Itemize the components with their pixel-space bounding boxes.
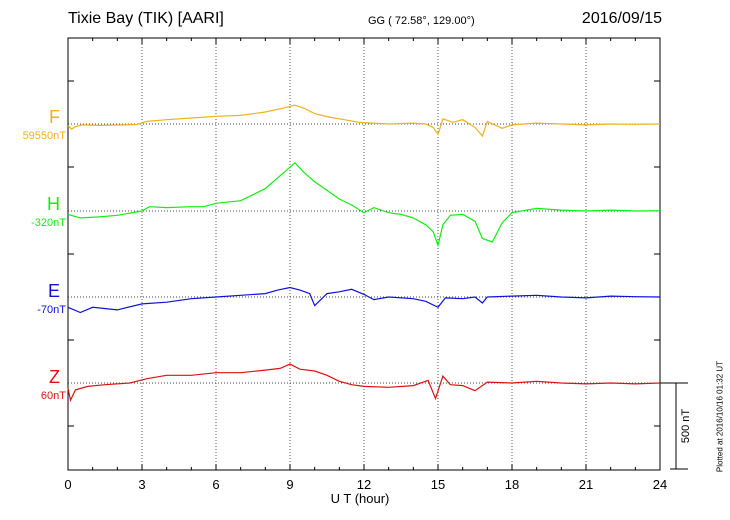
- plotted-timestamp: Plotted at 2016/10/16 01:32 UT: [715, 360, 725, 473]
- channel-name-e: E: [47, 281, 60, 301]
- channel-baseline-f: 59550nT: [22, 130, 66, 142]
- x-tick-label: 24: [652, 477, 668, 492]
- x-tick-label: 6: [212, 477, 220, 492]
- plot-date: 2016/09/15: [581, 10, 662, 27]
- x-tick-label: 15: [430, 477, 446, 492]
- x-tick-label: 12: [356, 477, 372, 492]
- scale-bar-label: 500 nT: [680, 408, 692, 444]
- channel-baseline-z: 60nT: [40, 390, 66, 402]
- channel-baseline-e: -70nT: [37, 304, 66, 316]
- x-tick-label: 21: [578, 477, 594, 492]
- station-coordinates: GG ( 72.58°, 129.00°): [368, 15, 475, 27]
- x-tick-label: 18: [504, 477, 520, 492]
- channel-name-h: H: [47, 194, 60, 214]
- series-line-h: [67, 161, 661, 248]
- station-title: Tixie Bay (TIK) [AARI]: [68, 10, 224, 27]
- series-line-f: [67, 104, 661, 138]
- x-tick-label: 9: [286, 477, 294, 492]
- series-line-e: [67, 286, 661, 314]
- x-tick-label: 0: [64, 477, 72, 492]
- series-line-z: [67, 363, 661, 403]
- channel-name-z: Z: [49, 367, 60, 387]
- channel-name-f: F: [49, 107, 60, 127]
- x-axis-label: U T (hour): [330, 491, 390, 506]
- x-tick-label: 3: [138, 477, 146, 492]
- channel-baseline-h: -320nT: [31, 217, 66, 229]
